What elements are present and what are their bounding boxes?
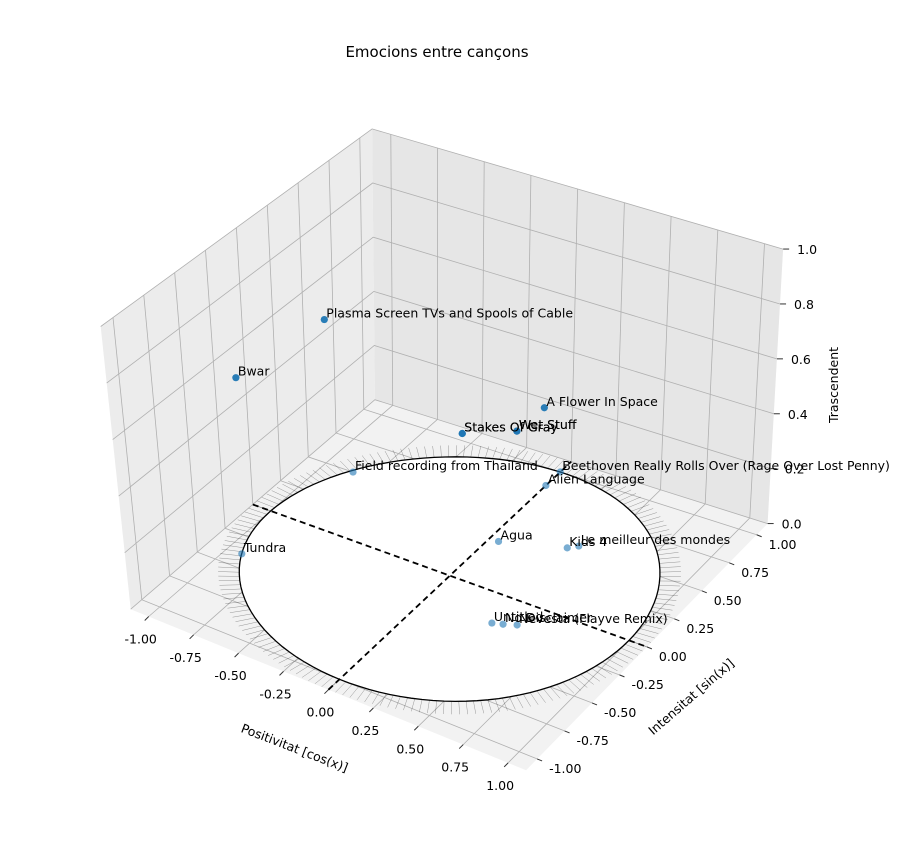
y-tick-mark — [729, 562, 735, 566]
left-pane — [100, 128, 375, 610]
point-label: Alien Language — [548, 471, 645, 486]
grid-line-z — [106, 182, 781, 384]
dashed-axis-y — [327, 460, 572, 691]
point-label: No Disclaimer — [505, 610, 593, 625]
scatter-point — [542, 481, 550, 490]
y-tick-label: 0.50 — [714, 593, 742, 608]
point-label: Agua — [501, 527, 533, 542]
z-tick-label: 0.0 — [782, 517, 802, 532]
x-tick-label: -0.50 — [214, 668, 246, 683]
z-tick-label: 0.4 — [788, 407, 808, 422]
x-tick-label: 1.00 — [486, 778, 514, 793]
point-label: Beethoven Really Rolls Over (Rage Over L… — [562, 458, 890, 473]
y-tick-label: 1.00 — [769, 537, 797, 552]
x-tick-mark — [234, 652, 239, 658]
x-tick-mark — [413, 725, 419, 731]
point-label: Untitled — [494, 609, 543, 624]
point-label: Wet Stuff — [519, 417, 577, 432]
scatter-points — [232, 315, 583, 629]
point-label: Stakes Of Gray — [464, 419, 558, 434]
point-label: Le meilleur des mondes — [581, 532, 730, 547]
point-label: Stakes Of Gray — [464, 419, 558, 434]
scatter-point — [513, 621, 521, 629]
z-tick-label: 0.8 — [794, 297, 814, 312]
point-label: Wet Stuff — [519, 417, 577, 432]
x-tick-mark — [279, 671, 284, 676]
unit-circle — [218, 445, 682, 715]
grid-line-z — [112, 236, 778, 440]
y-axis-label: Intensitat [sin(x)] — [645, 655, 737, 737]
x-tick-label: 0.50 — [396, 741, 424, 756]
x-tick-label: -0.25 — [259, 686, 291, 701]
y-tick-label: 0.25 — [686, 621, 714, 636]
x-tick-label: 0.75 — [441, 760, 469, 775]
x-tick-mark — [144, 616, 150, 621]
grid-line-z — [124, 345, 771, 554]
x-tick-mark — [189, 634, 195, 640]
y-tick-mark — [701, 590, 707, 594]
scatter-point — [575, 542, 583, 550]
back-pane — [372, 128, 784, 524]
y-tick-label: 0.00 — [659, 649, 687, 664]
tick-labels: -1.00-0.75-0.50-0.250.000.250.500.751.00… — [125, 242, 818, 793]
y-tick-mark — [564, 730, 570, 734]
x-tick-label: -1.00 — [125, 632, 157, 647]
x-tick-label: 0.25 — [351, 723, 379, 738]
scatter-point — [320, 315, 328, 324]
y-tick-mark — [591, 702, 598, 706]
y-tick-label: -1.00 — [549, 761, 581, 776]
point-label: A Flower In Space — [546, 394, 658, 409]
grid-line-z — [100, 128, 784, 327]
x-tick-mark — [324, 689, 329, 695]
z-axis-label: Trascendent — [826, 347, 841, 424]
x-tick-label: 0.00 — [307, 705, 335, 720]
y-tick-label: 0.75 — [741, 565, 769, 580]
grid-line-z — [118, 290, 774, 497]
z-tick-label: 0.2 — [785, 462, 805, 477]
y-tick-mark — [536, 758, 543, 762]
scatter-point — [238, 550, 246, 558]
point-labels: Bwar Plasma Screen TVs and Spools of Cabl… — [238, 306, 890, 626]
z-tick-label: 0.6 — [791, 352, 811, 367]
chart-title: Emocions entre cançons — [345, 43, 528, 61]
scatter-point — [488, 619, 496, 627]
y-tick-mark — [646, 646, 653, 650]
x-tick-label: -0.75 — [169, 650, 201, 665]
z-tick-label: 1.0 — [797, 242, 817, 257]
scatter-point — [499, 620, 507, 628]
scatter-point — [563, 544, 571, 552]
x-tick-mark — [369, 707, 374, 713]
scatter-point — [556, 468, 564, 476]
point-label: Bwar — [238, 364, 270, 379]
y-tick-mark — [756, 534, 762, 538]
scatter-point — [458, 429, 466, 438]
scatter-point — [513, 427, 521, 435]
x-tick-mark — [458, 744, 464, 749]
x-tick-mark — [503, 762, 509, 768]
y-tick-mark — [674, 618, 680, 622]
y-tick-label: -0.25 — [631, 677, 663, 692]
point-label: Nevesta (Flayve Remix) — [519, 611, 668, 626]
y-tick-label: -0.75 — [577, 733, 609, 748]
scatter-point — [232, 374, 240, 382]
scatter-point — [494, 537, 503, 546]
y-tick-mark — [619, 674, 625, 678]
scatter-point — [349, 468, 357, 476]
point-label: Tundra — [243, 540, 286, 555]
point-label: Plasma Screen TVs and Spools of Cable — [326, 306, 573, 321]
point-label: Kids 4 — [569, 534, 607, 549]
x-axis-label: Positivitat [cos(x)] — [239, 720, 350, 775]
point-label: Field recording from Thailand — [355, 458, 538, 473]
scatter-point — [540, 404, 548, 412]
y-tick-label: -0.50 — [604, 705, 636, 720]
grid-line-z — [130, 399, 768, 610]
unit-circle-outline — [238, 456, 661, 703]
